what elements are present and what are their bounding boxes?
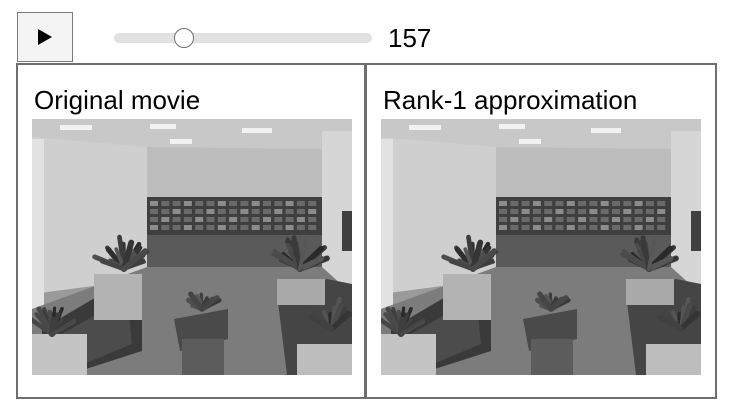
panel-title-original: Original movie xyxy=(34,85,201,115)
play-triangle-icon xyxy=(38,29,52,45)
original-movie-frame xyxy=(32,119,352,375)
frame-number: 157 xyxy=(388,23,432,53)
slider-thumb[interactable] xyxy=(173,28,194,48)
rank1-movie-frame xyxy=(381,119,701,375)
original-movie-panel: Original movie xyxy=(16,63,366,399)
rank1-approximation-panel: Rank-1 approximation xyxy=(365,63,717,399)
frame-slider[interactable] xyxy=(114,28,372,48)
slider-track xyxy=(114,33,372,43)
panel-title-rank1: Rank-1 approximation xyxy=(383,85,638,115)
play-button[interactable] xyxy=(17,12,73,62)
